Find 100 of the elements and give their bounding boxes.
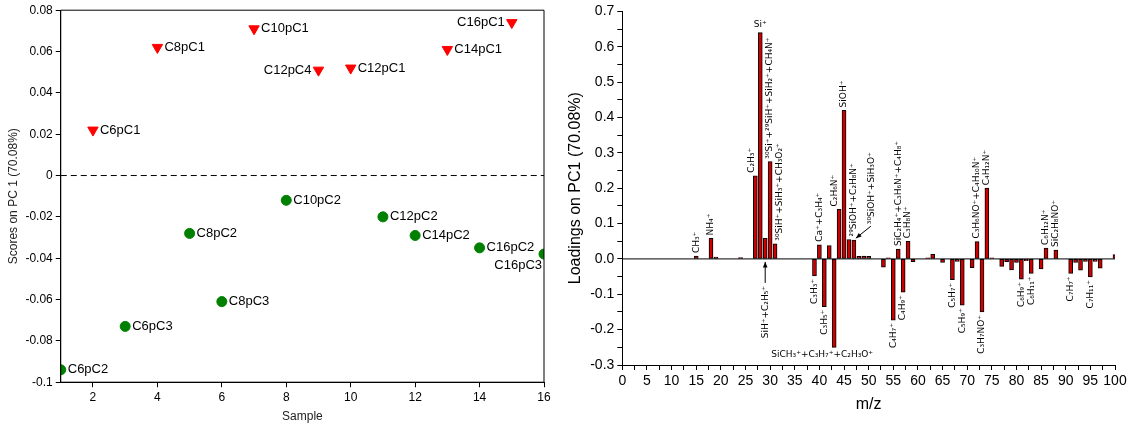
annotation: C8pC1 <box>164 38 205 54</box>
annotation: C₂H₆N⁺ <box>829 174 840 207</box>
x-tick-label: 15 <box>688 372 705 389</box>
x-tick-label: 0 <box>618 372 627 389</box>
x-tick-label: 12 <box>408 389 423 404</box>
annotation: C₃H₅⁺ <box>818 309 829 335</box>
annotation: C₄H₉⁺ <box>897 294 908 321</box>
annotation: C14pC2 <box>422 227 470 243</box>
y-tick-label: -0.06 <box>25 291 54 306</box>
x-tick-label: 100 <box>1103 372 1127 389</box>
annotation: C₅H₇⁺ <box>946 282 957 308</box>
x-tick-label: 25 <box>737 372 754 389</box>
x-axis-title: m/z <box>855 394 882 412</box>
x-tick-label: 2 <box>89 389 97 404</box>
x-tick-label: 45 <box>836 372 853 389</box>
x-tick-label: 50 <box>860 372 877 389</box>
annotation: C₃H₈N⁺ <box>902 206 913 239</box>
annotation: C10pC1 <box>261 20 309 36</box>
annotation: C10pC2 <box>293 191 341 207</box>
y-tick-label: -0.04 <box>25 250 54 265</box>
annotation: SiH⁺+C₂H₅⁺ <box>759 285 770 339</box>
annotation: SiOH⁺ <box>838 80 849 108</box>
annotation: C₇H₁₁⁺ <box>1084 279 1095 309</box>
annotation: C₆H₉⁺ <box>1015 281 1026 308</box>
annotation: C₄H₇⁺ <box>887 322 898 349</box>
annotation: C6pC3 <box>132 317 173 333</box>
annotation: C₆H₁₁⁺ <box>1025 276 1036 306</box>
x-tick-label: 90 <box>1057 372 1074 389</box>
y-tick-label: -0.1 <box>590 285 615 302</box>
x-tick-label: 85 <box>1033 372 1050 389</box>
annotation: C12pC1 <box>357 59 406 75</box>
annotation: C₂H₃⁺ <box>745 147 756 173</box>
annotation: NH₄⁺ <box>705 213 716 236</box>
annotation: C₅H₉⁺ <box>956 308 967 334</box>
x-tick-label: 65 <box>934 372 951 389</box>
x-tick-label: 14 <box>472 389 487 404</box>
x-tick-label: 20 <box>713 372 729 389</box>
y-tick-label: 0.2 <box>594 179 615 196</box>
annotation: ³⁰SiH⁺+SiH₃⁺+CH₃O₂⁺ <box>774 142 785 241</box>
y-tick-label: 0.6 <box>594 37 615 54</box>
x-tick-label: 8 <box>282 389 290 404</box>
y-tick-label: -0.02 <box>25 209 54 224</box>
annotation: C6pC2 <box>67 361 109 377</box>
annotation: C16pC3 <box>494 257 542 273</box>
y-tick-label: 0.3 <box>594 143 615 160</box>
y-tick-label: 0.08 <box>29 2 54 17</box>
annotation: C₆H₁₂N⁺ <box>1040 209 1051 245</box>
y-tick-label: -0.08 <box>25 333 54 348</box>
annotation: SiC₂H₈NO⁺ <box>1050 199 1061 248</box>
x-tick-label: 16 <box>537 389 551 404</box>
y-tick-label: 0.7 <box>594 2 615 19</box>
y-tick-label: 0.04 <box>29 85 54 100</box>
x-tick-label: 95 <box>1082 372 1099 389</box>
annotation: C₃H₃⁺ <box>808 278 819 304</box>
annotation: C12pC2 <box>389 208 438 224</box>
x-tick-label: 6 <box>218 389 226 404</box>
y-tick-label: 0.5 <box>594 72 615 89</box>
y-tick-label: 0.02 <box>29 126 54 141</box>
annotation: C₄H₁₂N⁺ <box>981 149 992 186</box>
annotation: ³⁰Si⁺+²⁹SiH⁺+SiH₂⁺+CH₄N⁺ <box>764 37 775 159</box>
annotation: C14pC1 <box>454 41 503 57</box>
x-tick-label: 80 <box>1008 372 1025 389</box>
x-tick-label: 4 <box>154 389 162 404</box>
x-tick-label: 10 <box>344 389 358 404</box>
annotation: Ca⁺+C₃H₄⁺ <box>813 192 824 242</box>
y-axis-title: Loadings on PC1 (70.08%) <box>566 92 584 285</box>
y-tick-label: -0.3 <box>590 355 615 372</box>
x-tick-label: 5 <box>643 372 652 389</box>
x-tick-label: 60 <box>910 372 926 389</box>
y-tick-label: -0.1 <box>32 374 54 389</box>
x-tick-label: 30 <box>762 372 779 389</box>
x-axis-title: Sample <box>282 409 324 424</box>
annotation: CH₃⁺ <box>690 231 701 254</box>
annotation: C8pC3 <box>228 293 270 309</box>
annotation: C8pC2 <box>196 224 238 240</box>
y-tick-label: 0.0 <box>594 249 615 266</box>
annotation: ²⁹SiOH⁺+C₂H₈N⁺ <box>848 162 859 237</box>
x-tick-label: 10 <box>663 372 680 389</box>
y-tick-label: 0.1 <box>594 214 615 231</box>
x-tick-label: 75 <box>984 372 1000 389</box>
annotation: C₃H₆NO⁺+C₄H₁₀N⁺ <box>971 156 982 239</box>
x-tick-label: 35 <box>786 372 803 389</box>
x-tick-label: 70 <box>959 372 976 389</box>
annotation: SiCH₃⁺+C₃H₇⁺+C₂H₃O⁺ <box>771 349 874 360</box>
y-tick-label: 0 <box>46 167 54 182</box>
annotation: C16pC1 <box>457 14 505 30</box>
annotation: C16pC2 <box>486 239 535 255</box>
y-tick-label: -0.2 <box>590 320 615 337</box>
annotation: C6pC1 <box>99 121 141 137</box>
x-tick-label: 40 <box>811 372 828 389</box>
x-tick-label: 55 <box>885 372 902 389</box>
y-tick-label: 0.4 <box>594 108 615 125</box>
annotation: Si⁺ <box>753 19 767 30</box>
annotation: C12pC4 <box>263 61 312 77</box>
annotation: SiC₂H₄⁺+C₃H₆N⁺+C₄H₈⁺ <box>892 140 903 247</box>
annotation: ³⁰SiOH⁺+SiH₃O⁺ <box>866 151 877 225</box>
annotation: C₇H₇⁺ <box>1065 276 1075 302</box>
y-axis-title: Scores on PC 1 (70.08%) <box>5 128 20 265</box>
y-tick-label: 0.06 <box>29 43 54 58</box>
annotation: C₃H₇NO⁺ <box>976 314 987 354</box>
